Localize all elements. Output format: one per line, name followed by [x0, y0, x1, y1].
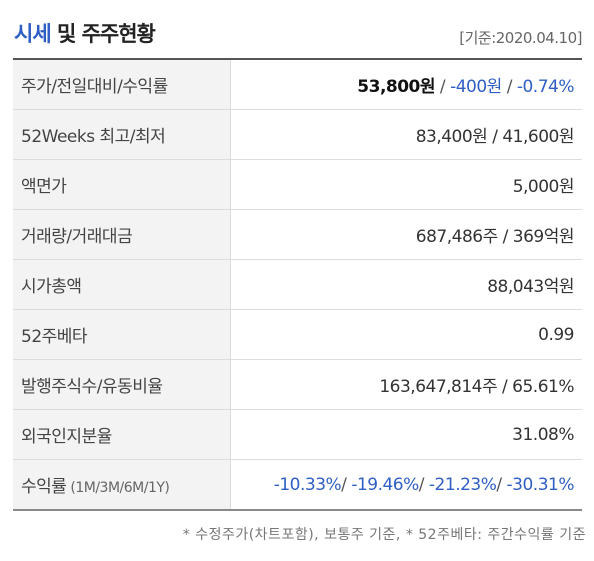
row-value-market-cap: 88,043억원: [230, 259, 582, 310]
table-row: 52주베타 0.99: [13, 309, 582, 360]
table-row: 52Weeks 최고/최저 83,400원 / 41,600원: [13, 109, 582, 160]
price-change-rate: -0.74%: [516, 77, 575, 97]
separator: /: [496, 474, 507, 495]
separator: /: [501, 77, 517, 97]
table-row: 시가총액 88,043억원: [13, 259, 582, 310]
panel-title: 시세 및 주주현황: [14, 18, 156, 48]
row-value-price: 53,800원 / -400원 / -0.74%: [230, 59, 582, 110]
row-value-shares: 163,647,814주 / 65.61%: [230, 359, 582, 410]
row-value-volume: 687,486주 / 369억원: [230, 209, 582, 260]
panel-header: 시세 및 주주현황 [기준:2020.04.10]: [0, 0, 582, 58]
row-value-beta: 0.99: [230, 309, 582, 360]
row-label-par-value: 액면가: [13, 159, 231, 210]
return-6m: -21.23%: [428, 474, 497, 495]
row-value-foreign-ownership: 31.08%: [230, 409, 582, 460]
row-label-beta: 52주베타: [13, 309, 231, 360]
stock-info-table: 주가/전일대비/수익률 53,800원 / -400원 / -0.74% 52W…: [13, 58, 582, 511]
return-1m: -10.33%: [273, 474, 342, 495]
title-rest: 및 주주현황: [50, 22, 156, 46]
row-label-52weeks: 52Weeks 최고/최저: [13, 109, 231, 160]
current-price: 53,800원: [357, 77, 436, 97]
row-value-returns: -10.33%/ -19.46%/ -21.23%/ -30.31%: [231, 460, 583, 511]
price-change: -400원: [450, 77, 502, 97]
table-row: 액면가 5,000원: [13, 159, 582, 210]
row-label-foreign-ownership: 외국인지분율: [13, 409, 231, 460]
table-row: 수익률 (1M/3M/6M/1Y) -10.33%/ -19.46%/ -21.…: [13, 459, 583, 511]
separator: /: [341, 474, 352, 495]
returns-period-label: (1M/3M/6M/1Y): [66, 480, 170, 496]
row-label-shares: 발행주식수/유동비율: [13, 359, 231, 410]
footnote: * 수정주가(차트포함), 보통주 기준, * 52주베타: 주간수익률 기준: [182, 527, 586, 543]
return-3m: -19.46%: [351, 474, 419, 495]
table-row: 주가/전일대비/수익률 53,800원 / -400원 / -0.74%: [13, 59, 582, 110]
separator: /: [435, 77, 451, 97]
returns-label: 수익률: [21, 477, 67, 497]
table-row: 발행주식수/유동비율 163,647,814주 / 65.61%: [13, 359, 582, 410]
table-row: 거래량/거래대금 687,486주 / 369억원: [13, 209, 582, 260]
separator: /: [418, 474, 429, 495]
basis-date: [기준:2020.04.10]: [459, 29, 582, 47]
row-label-price: 주가/전일대비/수익률: [13, 59, 231, 110]
row-label-volume: 거래량/거래대금: [13, 209, 231, 260]
row-value-par-value: 5,000원: [230, 159, 582, 210]
title-accent: 시세: [14, 22, 52, 46]
table-row: 외국인지분율 31.08%: [13, 409, 582, 460]
row-label-returns: 수익률 (1M/3M/6M/1Y): [13, 459, 231, 510]
row-label-market-cap: 시가총액: [13, 259, 231, 310]
row-value-52weeks: 83,400원 / 41,600원: [230, 109, 582, 160]
return-1y: -30.31%: [506, 474, 575, 495]
